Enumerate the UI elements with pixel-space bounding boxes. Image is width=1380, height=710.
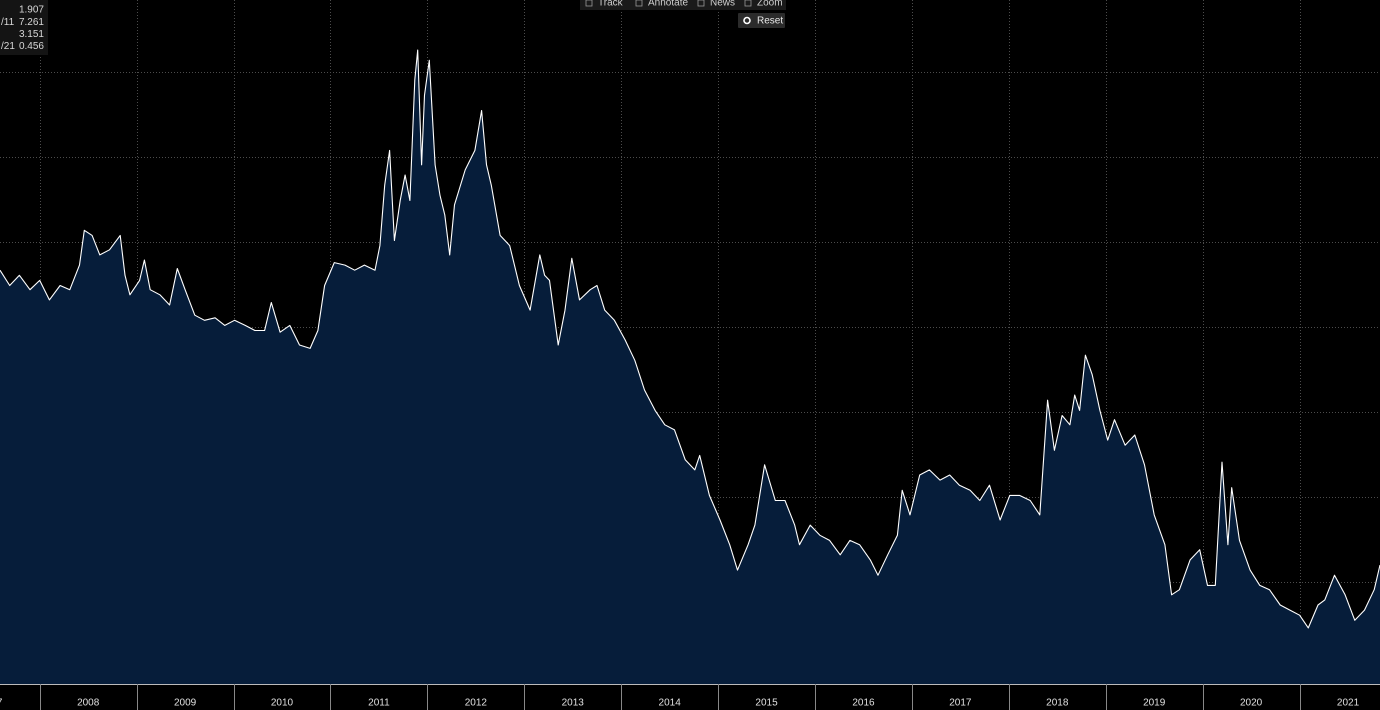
reset-button[interactable]: Reset bbox=[757, 16, 783, 27]
plot bbox=[0, 49, 1380, 685]
toolbar-button[interactable]: Track bbox=[598, 0, 624, 9]
stat-value: 7.261 bbox=[19, 17, 44, 28]
x-tick-label: 2017 bbox=[949, 698, 972, 709]
x-tick-label: 2019 bbox=[1143, 698, 1166, 709]
toolbar-icon bbox=[585, 0, 593, 7]
toolbar: Track Annotate News Zoom Reset bbox=[580, 0, 786, 28]
x-tick-label: 2016 bbox=[852, 698, 875, 709]
x-tick-label: 2007 bbox=[0, 698, 3, 709]
x-tick-label: 2010 bbox=[271, 698, 294, 709]
stats-bg bbox=[0, 0, 48, 55]
x-tick-label: 2014 bbox=[659, 698, 682, 709]
x-tick-label: 2020 bbox=[1240, 698, 1263, 709]
stat-value: 3.151 bbox=[19, 29, 44, 40]
toolbar-button[interactable]: Zoom bbox=[757, 0, 783, 9]
x-tick-label: 2018 bbox=[1046, 698, 1069, 709]
x-tick-label: 2012 bbox=[465, 698, 488, 709]
x-axis: 2007 2008 2009 2010 2011 2012 2013 2014 2015 2016… bbox=[0, 684, 1380, 710]
x-tick-label: 2009 bbox=[174, 698, 197, 709]
reset-bg[interactable] bbox=[738, 13, 785, 28]
x-tick-label: 2011 bbox=[368, 698, 390, 709]
stat-label: /21 bbox=[1, 41, 15, 52]
x-tick-label: 2008 bbox=[77, 698, 100, 709]
reset-icon bbox=[743, 16, 751, 25]
toolbar-button[interactable]: Annotate bbox=[648, 0, 688, 9]
toolbar-icon bbox=[744, 0, 752, 7]
stat-value: 0.456 bbox=[19, 41, 44, 52]
x-tick-label: 2021 bbox=[1337, 698, 1360, 709]
toolbar-button[interactable]: News bbox=[710, 0, 735, 9]
x-tick-label: 2013 bbox=[562, 698, 585, 709]
line bbox=[0, 49, 1380, 629]
stat-value: 1.907 bbox=[19, 5, 44, 16]
toolbar-bg bbox=[580, 0, 786, 10]
area bbox=[0, 50, 1380, 685]
x-tick-label: 2015 bbox=[755, 698, 778, 709]
toolbar-icon bbox=[697, 0, 705, 7]
toolbar-icon bbox=[635, 0, 643, 7]
stat-label: /11 bbox=[1, 17, 15, 28]
